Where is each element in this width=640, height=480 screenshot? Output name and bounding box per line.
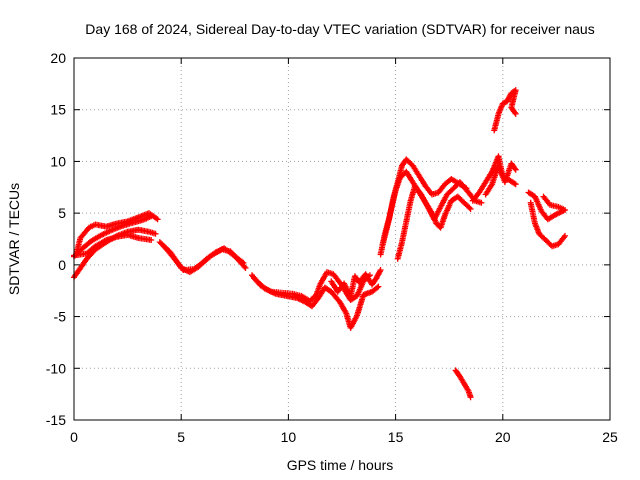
data-point [467, 394, 474, 401]
plot-frame [73, 57, 611, 421]
data-point [478, 199, 485, 206]
y-tick-label: 15 [50, 102, 66, 118]
y-tick-label: -5 [54, 309, 67, 325]
data-point [511, 165, 518, 172]
data-point [374, 284, 381, 291]
data-point [540, 193, 547, 200]
x-axis-label: GPS time / hours [287, 457, 394, 473]
y-tick-label: 5 [58, 205, 66, 221]
series-track-l [394, 179, 485, 262]
grid [74, 58, 610, 420]
data-point [511, 180, 518, 187]
series-track-q [527, 199, 568, 250]
data-point [512, 166, 519, 173]
axes: 0 5 10 15 20 25 -15 -10 -5 0 5 10 15 20 [46, 50, 618, 445]
x-tick-label: 15 [388, 429, 404, 445]
data-point [512, 181, 519, 188]
series-track-c [73, 210, 161, 258]
y-tick-label: 10 [50, 153, 66, 169]
data-point [512, 110, 519, 117]
data-point [154, 216, 161, 223]
x-tick-label: 20 [495, 429, 511, 445]
data-point [562, 232, 568, 239]
series-track-i [328, 267, 384, 300]
data-point [511, 109, 518, 116]
x-tick-label: 25 [602, 429, 618, 445]
x-tick-label: 10 [281, 429, 297, 445]
data-point [152, 230, 159, 237]
series-track-f [161, 243, 249, 273]
data-point [375, 283, 382, 290]
data-point [377, 267, 384, 273]
data-point [466, 204, 473, 211]
series-track-o [491, 87, 519, 134]
series-track-r [452, 367, 474, 401]
data-point [148, 237, 155, 243]
data-point [241, 263, 248, 270]
y-tick-label: -15 [46, 412, 66, 428]
y-axis-label: SDTVAR / TECUs [6, 183, 22, 295]
data-point [179, 265, 186, 272]
y-tick-label: 20 [50, 50, 66, 66]
y-tick-label: -10 [46, 360, 66, 376]
y-tick-label: 0 [58, 257, 66, 273]
series-track-n [482, 160, 519, 198]
chart-title: Day 168 of 2024, Sidereal Day-to-day VTE… [85, 21, 594, 37]
series-track-p [525, 189, 568, 223]
data-point [467, 206, 474, 212]
x-tick-label: 0 [70, 429, 78, 445]
x-tick-label: 5 [177, 429, 185, 445]
series-track-d [71, 231, 155, 259]
series-track-h [251, 275, 382, 331]
data-point [242, 265, 249, 271]
